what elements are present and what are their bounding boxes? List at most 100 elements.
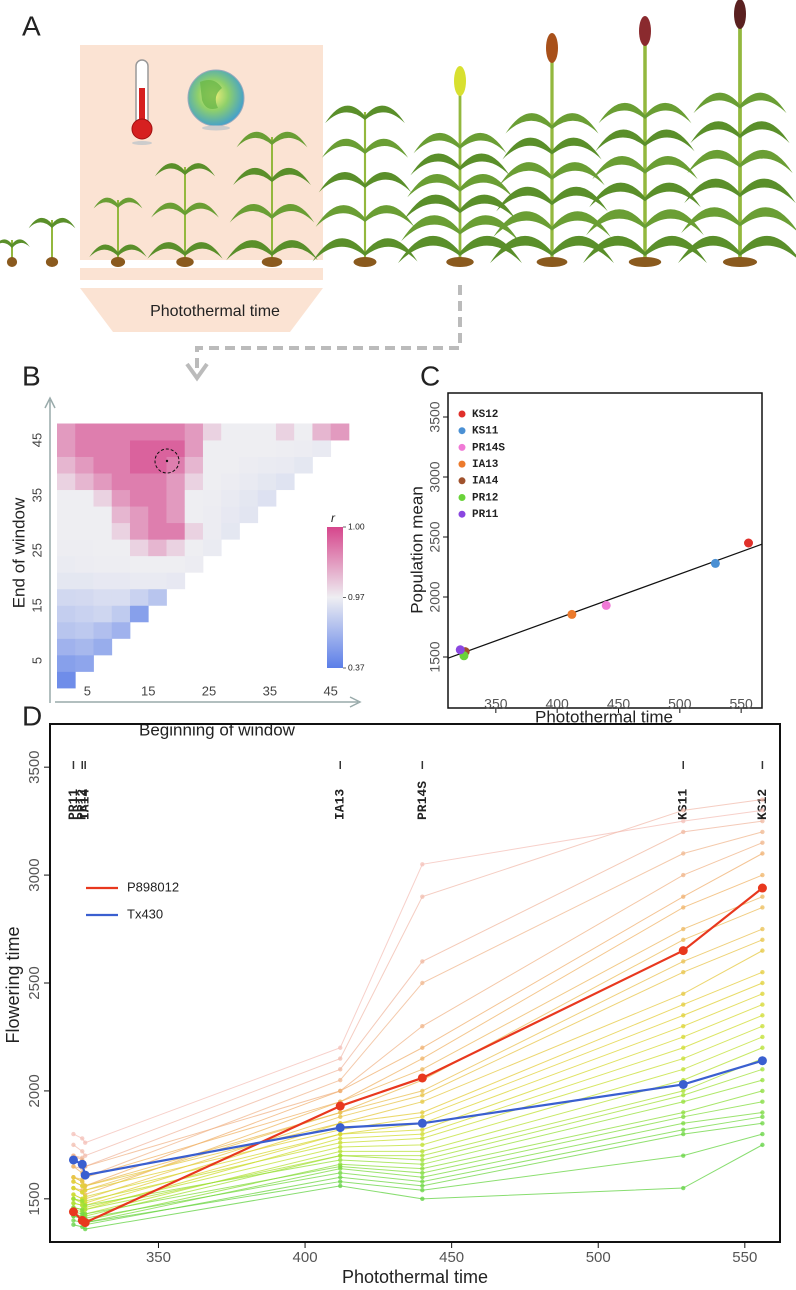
environment-label: KS12 (755, 789, 770, 820)
background-line (73, 993, 763, 1206)
heat-cell (75, 423, 94, 441)
colorbar-tick-label: 0.37 (348, 662, 365, 672)
background-line-point (760, 1110, 765, 1115)
plant-leaf (398, 235, 460, 264)
plant-leaf (365, 238, 418, 262)
plant-root (722, 257, 758, 267)
heat-cell (129, 588, 149, 606)
heat-cell (275, 423, 295, 441)
heat-cell (93, 621, 113, 639)
background-line-point (420, 1170, 425, 1176)
x-tick-label: 450 (439, 1249, 464, 1266)
plant-leaf (740, 121, 790, 144)
plant-leaf (460, 215, 519, 242)
x-tick-label: 500 (668, 696, 692, 712)
x-tick-label: 550 (732, 1249, 757, 1266)
plant-leaf (645, 235, 707, 264)
background-line-point (420, 1196, 425, 1202)
heat-cell (275, 456, 295, 474)
background-line-point (80, 1211, 85, 1217)
heat-cell (111, 440, 131, 457)
plant-leaf (52, 217, 76, 229)
heat-cell (129, 572, 149, 590)
heat-cell (166, 473, 186, 491)
background-line-point (420, 1166, 425, 1171)
series-line-point (68, 1207, 78, 1217)
heat-cell (129, 539, 149, 557)
heat-cell (93, 588, 113, 606)
plant-leaf (645, 102, 692, 124)
background-line-point (338, 1131, 343, 1137)
y-tick-label: 2500 (427, 521, 443, 552)
legend-label: IA14 (472, 476, 499, 488)
heat-cell (202, 489, 222, 507)
plant-head (546, 33, 558, 63)
series-line-point (335, 1123, 345, 1133)
plant-leaf (272, 131, 308, 148)
plant-leaf (118, 244, 147, 258)
line-panel: Photothermal time Flowering time 350 400 4… (3, 723, 781, 1287)
background-line-point (760, 872, 765, 878)
background-line-point (71, 1179, 76, 1184)
plant-leaf (413, 132, 460, 154)
background-line-point (681, 1002, 686, 1007)
background-line-point (420, 894, 425, 899)
heat-cell (93, 440, 113, 457)
plant-root (110, 257, 126, 267)
plant-leaf (226, 240, 272, 261)
plant-leaf (365, 171, 412, 193)
plant-head (734, 0, 746, 29)
background-line (73, 853, 763, 1187)
plant-leaf (404, 194, 460, 220)
background-line-point (760, 1023, 765, 1029)
background-line-point (71, 1200, 76, 1206)
x-tick-label: 350 (146, 1249, 171, 1266)
plant-leaf (552, 162, 605, 186)
heat-cell (57, 621, 76, 639)
background-line-point (338, 1144, 343, 1150)
heat-cell (93, 423, 113, 441)
heat-cell (166, 555, 186, 573)
background-line-point (420, 1153, 425, 1158)
background-line-point (420, 1179, 425, 1184)
plant-leaf (93, 197, 118, 209)
background-line-point (760, 894, 765, 899)
series-line-point (757, 883, 767, 893)
heat-cell (111, 621, 131, 639)
x-tick-label: 35 (263, 683, 277, 698)
background-line-point (681, 1121, 686, 1126)
background-line-point (760, 948, 765, 953)
heat-cell (93, 572, 113, 590)
background-line (73, 1133, 763, 1224)
scatter-panel: Photothermal time Population mean 350 400… (407, 392, 763, 726)
legend-swatch (458, 460, 466, 468)
y-tick-label: 3500 (26, 750, 43, 783)
background-line-point (420, 1045, 425, 1050)
background-line-point (80, 1149, 85, 1154)
heat-cell (148, 423, 167, 441)
y-tick-label: 35 (29, 488, 44, 502)
plant-leaf (552, 235, 614, 264)
plant-leaf (460, 153, 510, 176)
heat-cell (221, 506, 240, 524)
background-line-point (760, 1142, 765, 1148)
background-line-point (71, 1218, 76, 1223)
photothermal-bar (80, 268, 323, 280)
background-line-point (420, 1099, 425, 1104)
heat-cell (148, 506, 167, 524)
background-line-point (760, 1034, 765, 1040)
background-line-point (760, 1099, 765, 1104)
heat-cell (75, 638, 94, 656)
background-line-point (338, 1157, 343, 1163)
background-line-point (760, 980, 765, 986)
scatter-point (455, 645, 465, 655)
colorbar-tick-label: 0.97 (348, 592, 365, 602)
background-line-point (760, 818, 765, 824)
colorbar-tick-label: 1.00 (348, 521, 365, 531)
heat-cell (93, 489, 113, 507)
plant-leaf (401, 215, 460, 242)
x-arrowhead (349, 696, 362, 708)
plant-leaf (740, 235, 796, 258)
background-line-point (760, 1067, 765, 1072)
background-line-point (681, 991, 686, 996)
